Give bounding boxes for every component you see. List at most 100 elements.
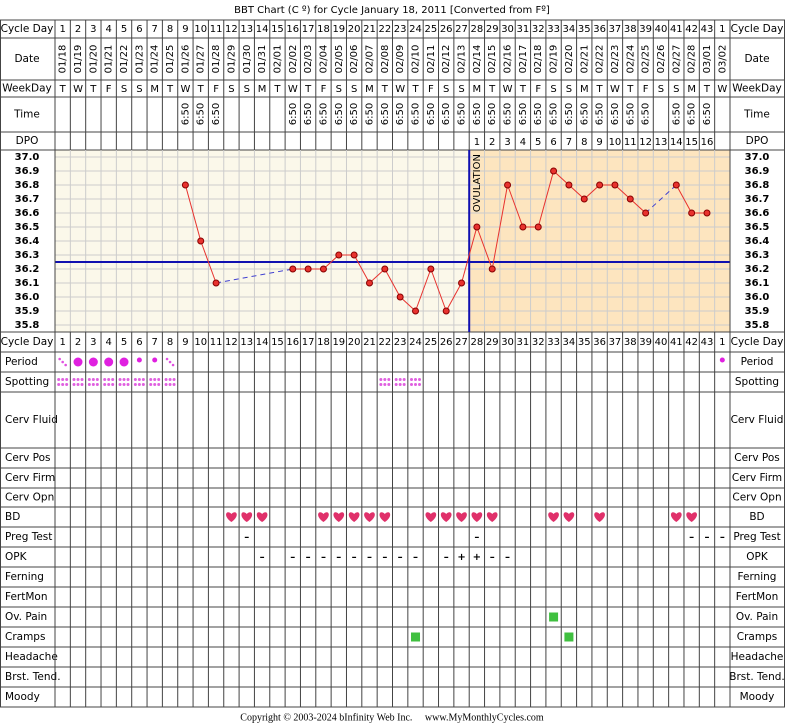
dot: [95, 378, 99, 381]
cycle-day: 35: [578, 337, 591, 348]
dpo: 4: [520, 137, 526, 148]
row-label: Cerv Fluid: [5, 414, 58, 426]
dot: [111, 383, 115, 386]
date: 01/23: [134, 45, 145, 74]
cycle-day: 2: [75, 24, 81, 35]
weekday: S: [228, 84, 234, 95]
weekday: W: [288, 84, 298, 95]
cycle-day: 36: [593, 24, 606, 35]
temp-line: [384, 268, 401, 298]
date: 02/03: [303, 45, 314, 74]
cycle-day: 33: [547, 337, 560, 348]
date: 02/27: [671, 45, 682, 74]
spotting-mark: [394, 378, 406, 386]
time: 6:50: [303, 103, 314, 125]
time: 6:50: [334, 103, 345, 125]
row-label: BD: [749, 511, 764, 523]
dot: [410, 378, 414, 381]
spotting-mark: [87, 378, 99, 386]
period-mark: [73, 357, 83, 367]
dot: [122, 378, 126, 381]
cycle-day: 3: [90, 24, 96, 35]
dot: [418, 383, 422, 386]
period-mark: [104, 357, 114, 367]
cycle-day: 21: [363, 337, 376, 348]
weekday: S: [351, 84, 357, 95]
row-label: Brst. Tend.: [729, 671, 785, 683]
y-tick-label: 36.6: [745, 208, 770, 219]
weekday: T: [166, 84, 174, 95]
cycle-day: 1: [719, 24, 725, 35]
dpo: 14: [670, 137, 683, 148]
temp-point: [442, 307, 450, 315]
weekday: S: [336, 84, 342, 95]
time: 6:50: [411, 103, 422, 125]
temp-point: [672, 181, 680, 189]
temp-line: [476, 226, 493, 270]
dot: [72, 383, 76, 386]
date: 02/01: [272, 45, 283, 74]
period-mark: [88, 357, 98, 367]
cycle-day: 8: [167, 337, 173, 348]
date: 02/10: [411, 45, 422, 74]
dot: [57, 383, 61, 386]
symptom-mark: –: [352, 552, 357, 563]
cycle-day: 34: [563, 337, 576, 348]
dot: [57, 378, 61, 381]
temp-point: [319, 265, 327, 273]
y-tick-label: 36.7: [15, 194, 40, 205]
chart-title: BBT Chart (C º) for Cycle January 18, 20…: [234, 5, 550, 16]
cycle-day: 26: [440, 337, 453, 348]
weekday: W: [610, 84, 620, 95]
row-label: Cerv Opn: [5, 492, 54, 504]
cycle-day: 19: [332, 337, 345, 348]
spotting-mark: [164, 378, 176, 386]
cycle-day: 11: [210, 337, 223, 348]
period-mark: [165, 357, 175, 367]
dot: [61, 378, 65, 381]
time: 6:50: [579, 103, 590, 125]
row-label: DPO: [746, 135, 769, 147]
dot: [141, 378, 145, 381]
date: 03/02: [717, 45, 728, 74]
temp-point: [335, 251, 343, 259]
bd-mark: [548, 512, 559, 522]
cycle-day: 32: [532, 337, 545, 348]
weekday: S: [550, 84, 556, 95]
temp-point: [504, 181, 512, 189]
weekday: T: [273, 84, 281, 95]
temp-point: [580, 195, 588, 203]
temp-line: [430, 268, 447, 312]
cycle-day: 6: [136, 337, 142, 348]
cycle-day: 7: [152, 24, 158, 35]
weekday: M: [258, 84, 267, 95]
symptom-mark: –: [321, 552, 326, 563]
dot: [149, 383, 153, 386]
symptom-mark: –: [474, 532, 479, 543]
time: 6:50: [426, 103, 437, 125]
date: 02/07: [364, 45, 375, 74]
dot: [398, 378, 402, 381]
dpo: 16: [701, 137, 714, 148]
cycle-day: 16: [286, 337, 299, 348]
dot: [107, 378, 111, 381]
cycle-day: 6: [136, 24, 142, 35]
cycle-day: 31: [517, 24, 530, 35]
temp-point: [289, 265, 297, 273]
time: 6:50: [472, 103, 483, 125]
time: 6:50: [318, 103, 329, 125]
row-label: Spotting: [735, 376, 779, 388]
cycle-day: 41: [670, 337, 683, 348]
temp-point: [550, 167, 558, 175]
footer: Copyright © 2003-2024 bInfinity Web Inc.…: [240, 712, 544, 723]
cycle-day: 20: [348, 337, 361, 348]
symptom-mark: –: [720, 532, 725, 543]
row-label: Headache: [5, 651, 58, 663]
symptom-mark: –: [367, 552, 372, 563]
y-tick-label: 37.0: [15, 152, 40, 163]
row-label: FertMon: [736, 591, 779, 603]
dot: [168, 378, 172, 381]
weekday: T: [197, 84, 205, 95]
symptom-mark: –: [689, 532, 694, 543]
dot: [65, 378, 69, 381]
